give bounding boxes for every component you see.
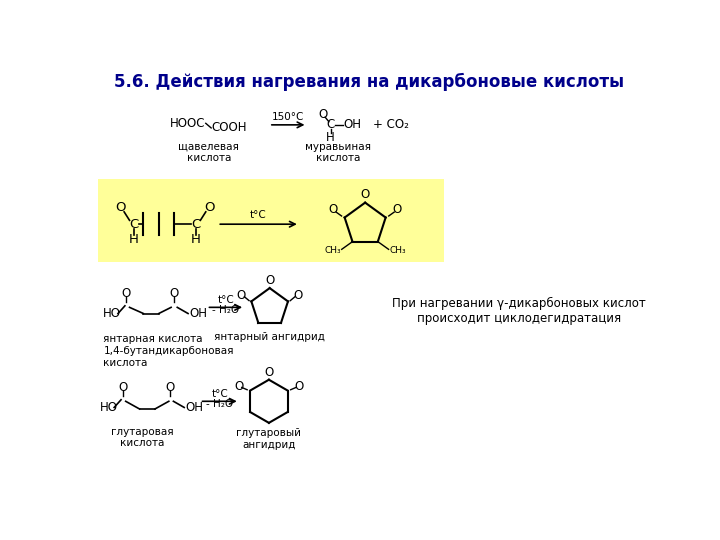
Text: H: H — [326, 131, 335, 144]
Text: HO: HO — [99, 401, 117, 414]
Text: O: O — [166, 381, 175, 394]
Text: - H₂O: - H₂O — [212, 306, 239, 315]
Text: C: C — [326, 118, 335, 131]
Text: O: O — [328, 204, 338, 217]
Text: муравьиная
кислота: муравьиная кислота — [305, 142, 372, 164]
Text: O: O — [293, 289, 302, 302]
Text: O: O — [294, 380, 304, 393]
Text: - H₂O: - H₂O — [206, 399, 233, 409]
Text: O: O — [115, 201, 125, 214]
Text: C: C — [130, 218, 139, 231]
Text: H: H — [191, 233, 201, 246]
Text: 5.6. Действия нагревания на дикарбоновые кислоты: 5.6. Действия нагревания на дикарбоновые… — [114, 73, 624, 91]
Text: O: O — [361, 188, 370, 201]
Text: + CO₂: + CO₂ — [373, 118, 409, 131]
Text: O: O — [265, 274, 274, 287]
Text: глутаровый
ангидрид: глутаровый ангидрид — [236, 428, 302, 450]
Text: O: O — [318, 107, 328, 120]
Text: CH₃: CH₃ — [324, 246, 341, 255]
Text: янтарная кислота
1,4-бутандикарбоновая
кислота: янтарная кислота 1,4-бутандикарбоновая к… — [104, 334, 234, 368]
Text: янтарный ангидрид: янтарный ангидрид — [215, 332, 325, 342]
Text: C: C — [191, 218, 200, 231]
Text: HO: HO — [104, 307, 122, 320]
Text: t°C: t°C — [217, 295, 234, 305]
Text: O: O — [204, 201, 215, 214]
Text: OH: OH — [186, 401, 204, 414]
Text: При нагревании γ-дикарбоновых кислот
происходит циклодегидратация: При нагревании γ-дикарбоновых кислот про… — [392, 297, 646, 325]
FancyBboxPatch shape — [98, 179, 444, 262]
Text: O: O — [118, 381, 127, 394]
Text: O: O — [237, 289, 246, 302]
Text: t°C: t°C — [211, 389, 228, 399]
Text: O: O — [122, 287, 131, 300]
Text: O: O — [264, 366, 274, 379]
Text: COOH: COOH — [211, 122, 247, 134]
Text: t°C: t°C — [250, 210, 267, 220]
Text: O: O — [392, 204, 402, 217]
Text: HOOC: HOOC — [170, 117, 206, 130]
Text: H: H — [129, 233, 139, 246]
Text: 150°C: 150°C — [272, 112, 305, 122]
Text: щавелевая
кислота: щавелевая кислота — [179, 142, 239, 164]
Text: глутаровая
кислота: глутаровая кислота — [111, 427, 174, 448]
Text: O: O — [234, 380, 243, 393]
Text: O: O — [170, 287, 179, 300]
Text: OH: OH — [189, 307, 207, 320]
Text: OH: OH — [343, 118, 361, 131]
Text: CH₃: CH₃ — [390, 246, 406, 255]
